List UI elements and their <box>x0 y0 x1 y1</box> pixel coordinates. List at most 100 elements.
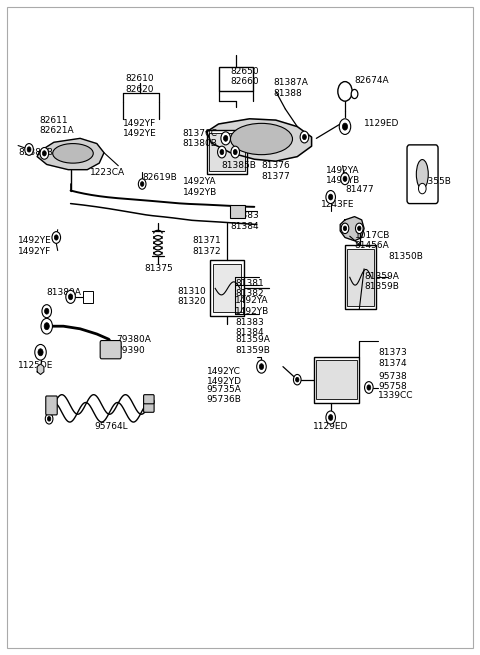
Circle shape <box>27 147 31 152</box>
Text: 81371
81372: 81371 81372 <box>192 236 221 255</box>
Circle shape <box>42 151 46 156</box>
Circle shape <box>342 123 348 130</box>
Text: 81383
81384: 81383 81384 <box>230 212 259 231</box>
Circle shape <box>419 183 426 194</box>
Text: 1129ED: 1129ED <box>313 422 348 431</box>
Circle shape <box>38 348 43 356</box>
Text: 81381
81382: 81381 81382 <box>235 278 264 298</box>
Text: 81310
81320: 81310 81320 <box>177 287 206 307</box>
Text: 82611
82621A: 82611 82621A <box>39 115 74 135</box>
Text: 81389A: 81389A <box>47 288 82 297</box>
Ellipse shape <box>230 123 292 155</box>
Text: 81355B: 81355B <box>417 178 452 187</box>
Circle shape <box>257 360 266 373</box>
Text: 1492YA
1492YB: 1492YA 1492YB <box>183 178 217 197</box>
Circle shape <box>343 226 347 231</box>
Bar <box>314 357 360 403</box>
Circle shape <box>364 382 373 394</box>
Bar <box>209 133 245 171</box>
Circle shape <box>356 223 363 234</box>
Text: 82650
82660: 82650 82660 <box>230 67 259 86</box>
Text: 79380A
79390: 79380A 79390 <box>116 335 151 355</box>
Circle shape <box>54 235 58 240</box>
Circle shape <box>293 375 301 385</box>
Circle shape <box>302 134 306 140</box>
Circle shape <box>48 417 51 421</box>
Circle shape <box>217 146 226 158</box>
Circle shape <box>221 132 230 145</box>
Circle shape <box>42 305 51 318</box>
Text: 1492YA
1492YB: 1492YA 1492YB <box>326 166 360 185</box>
Circle shape <box>138 179 146 189</box>
Text: 95735A
95736B: 95735A 95736B <box>206 385 241 404</box>
Circle shape <box>45 309 49 314</box>
FancyBboxPatch shape <box>100 341 121 359</box>
Text: 1492YC
1492YD: 1492YC 1492YD <box>206 367 241 386</box>
Circle shape <box>41 318 52 334</box>
Text: 1125DE: 1125DE <box>18 362 53 371</box>
Circle shape <box>343 176 347 181</box>
Text: 81359A
81359B: 81359A 81359B <box>364 272 399 291</box>
Circle shape <box>339 119 351 134</box>
FancyBboxPatch shape <box>144 400 154 412</box>
Bar <box>230 205 245 218</box>
FancyBboxPatch shape <box>144 395 154 404</box>
Text: 81383
81384: 81383 81384 <box>235 318 264 337</box>
Text: 95764L: 95764L <box>95 422 128 431</box>
Circle shape <box>328 415 333 421</box>
FancyBboxPatch shape <box>46 396 57 415</box>
Text: 82619B: 82619B <box>142 173 177 182</box>
Bar <box>218 67 253 92</box>
Bar <box>316 360 357 400</box>
Text: 81385B: 81385B <box>221 161 256 170</box>
Circle shape <box>224 136 228 141</box>
Text: 1492YF
1492YE: 1492YF 1492YE <box>123 119 157 138</box>
Text: 1223CA: 1223CA <box>90 168 125 177</box>
Circle shape <box>259 364 264 369</box>
Circle shape <box>231 146 240 158</box>
Bar <box>348 249 373 306</box>
Text: 1492YE
1492YF: 1492YE 1492YF <box>18 236 52 255</box>
Text: 1243FE: 1243FE <box>321 200 355 210</box>
Circle shape <box>328 194 333 200</box>
Text: 81350B: 81350B <box>388 252 423 261</box>
Text: 81477: 81477 <box>345 185 373 195</box>
Text: 82610
82620: 82610 82620 <box>125 75 154 94</box>
Circle shape <box>341 173 349 185</box>
Text: 81376
81377: 81376 81377 <box>262 161 290 181</box>
Polygon shape <box>340 217 364 241</box>
Circle shape <box>351 90 358 98</box>
Polygon shape <box>206 119 312 161</box>
Text: 1492YA
1492YB: 1492YA 1492YB <box>235 296 269 316</box>
Polygon shape <box>37 138 104 170</box>
Text: 81370C
81380B: 81370C 81380B <box>183 128 218 148</box>
Circle shape <box>341 223 349 234</box>
Bar <box>213 263 241 312</box>
Circle shape <box>141 181 144 187</box>
Circle shape <box>66 290 75 303</box>
Text: 95738
95758: 95738 95758 <box>378 372 407 391</box>
Bar <box>210 260 244 316</box>
Circle shape <box>300 131 309 143</box>
Circle shape <box>52 232 60 244</box>
Circle shape <box>45 413 53 424</box>
Circle shape <box>326 411 336 424</box>
Bar <box>345 246 376 309</box>
Circle shape <box>69 294 73 300</box>
FancyBboxPatch shape <box>407 145 438 204</box>
Circle shape <box>338 82 352 101</box>
Text: 81373
81374: 81373 81374 <box>378 348 407 367</box>
Circle shape <box>233 149 237 155</box>
Text: 81387A
81388: 81387A 81388 <box>274 79 308 98</box>
Bar <box>83 291 93 303</box>
Polygon shape <box>37 364 44 375</box>
Text: 81359A
81359B: 81359A 81359B <box>235 335 270 355</box>
Text: 82674A: 82674A <box>355 77 389 85</box>
Circle shape <box>296 377 299 382</box>
Circle shape <box>25 143 34 155</box>
Ellipse shape <box>53 143 93 163</box>
Text: 1017CB
81456A: 1017CB 81456A <box>355 231 390 250</box>
Bar <box>206 130 247 174</box>
Text: 1129ED: 1129ED <box>364 119 399 128</box>
Text: 1339CC: 1339CC <box>378 392 414 400</box>
